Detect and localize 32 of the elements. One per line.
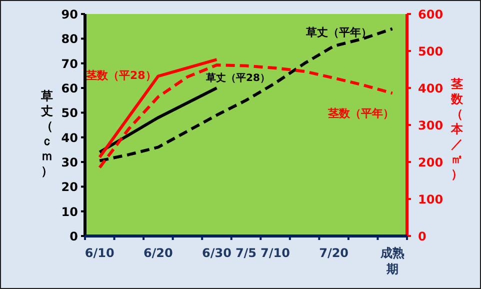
y2-tick-label: 500 — [418, 44, 444, 58]
y2-tick-label: 400 — [418, 82, 444, 96]
y2-tick-label: 100 — [418, 192, 444, 206]
x-tick-label: 成熟期 — [379, 246, 404, 276]
line-series — [98, 27, 394, 162]
y-axis-title: 草丈（ｃｍ） — [40, 89, 53, 178]
y-tick-label: 80 — [61, 32, 78, 46]
y2-axis-title: 茎数（本／㎡） — [450, 77, 464, 181]
y-tick-label: 40 — [61, 130, 78, 145]
y-tick-label: 50 — [61, 106, 78, 120]
series-label: 茎数（平28） — [85, 69, 156, 82]
line-series — [98, 64, 394, 170]
y2-tick-label: 200 — [418, 156, 444, 170]
x-tick-label: 7/20 — [319, 246, 349, 260]
y-tick-label: 70 — [61, 56, 78, 71]
y2-tick-label: 600 — [418, 8, 444, 22]
y-tick-label: 90 — [61, 8, 78, 22]
x-tick-label: 6/30 — [202, 246, 232, 260]
series-label: 草丈（平年） — [305, 26, 372, 39]
y2-tick-label: 300 — [418, 118, 444, 132]
y-tick-label: 10 — [61, 204, 78, 219]
x-tick-label: 7/10 — [260, 246, 290, 260]
x-tick-label: 6/20 — [143, 246, 173, 260]
y2-tick-label: 0 — [418, 230, 426, 244]
series-label: 草丈（平28） — [205, 72, 270, 84]
x-tick-label: 7/5 — [235, 246, 257, 260]
y-tick-label: 0 — [70, 230, 78, 244]
y-tick-label: 60 — [61, 82, 78, 96]
x-tick-label: 6/10 — [84, 246, 114, 260]
y-tick-label: 30 — [61, 156, 78, 170]
series-label: 茎数（平年） — [327, 107, 394, 120]
y-tick-label: 20 — [61, 180, 78, 194]
